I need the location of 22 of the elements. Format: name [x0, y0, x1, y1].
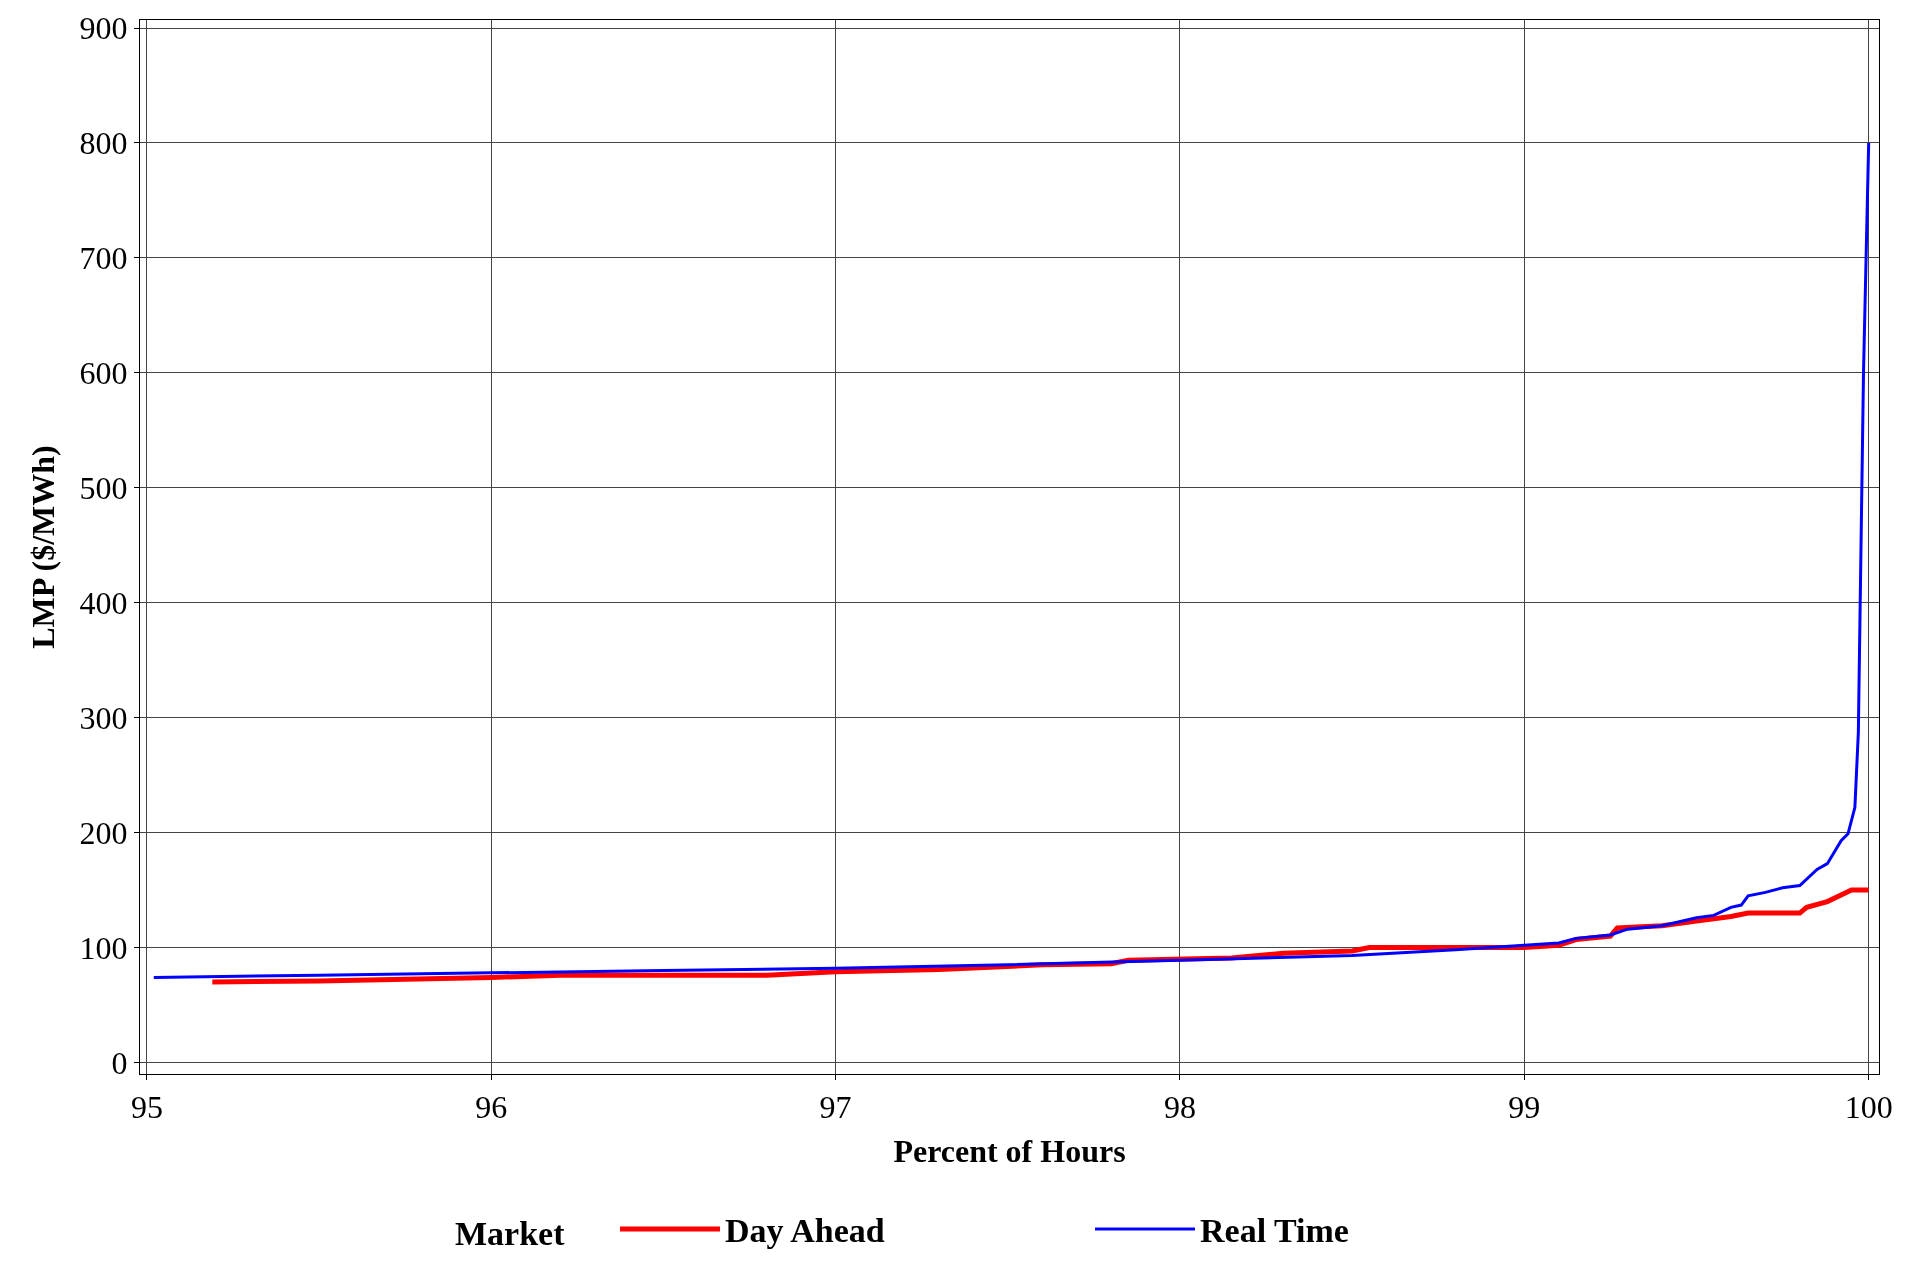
y-tick-label: 400: [79, 584, 128, 621]
y-tick-label: 0: [111, 1044, 128, 1081]
y-tick-label: 600: [79, 355, 128, 392]
x-tick-label: 95: [130, 1089, 163, 1126]
x-tick-label: 97: [819, 1089, 852, 1126]
legend-label: Day Ahead: [725, 1212, 885, 1250]
x-tick-label: 99: [1508, 1089, 1541, 1126]
y-tick-label: 800: [79, 125, 128, 162]
legend-label: Real Time: [1200, 1212, 1349, 1250]
legend-title: Market: [455, 1214, 566, 1252]
x-tick-label: 100: [1844, 1089, 1893, 1126]
y-tick-label: 900: [79, 10, 128, 47]
x-axis-title: Percent of Hours: [893, 1133, 1126, 1170]
y-tick-label: 100: [79, 929, 128, 966]
y-tick-label: 300: [79, 699, 128, 736]
y-tick-label: 200: [79, 814, 128, 851]
line-series: [152, 141, 1871, 979]
x-tick-label: 98: [1163, 1089, 1196, 1126]
y-tick-label: 500: [79, 470, 128, 507]
y-axis-title: LMP ($/MWh): [24, 445, 61, 649]
y-tick-label: 700: [79, 240, 128, 277]
x-tick-label: 96: [475, 1089, 508, 1126]
